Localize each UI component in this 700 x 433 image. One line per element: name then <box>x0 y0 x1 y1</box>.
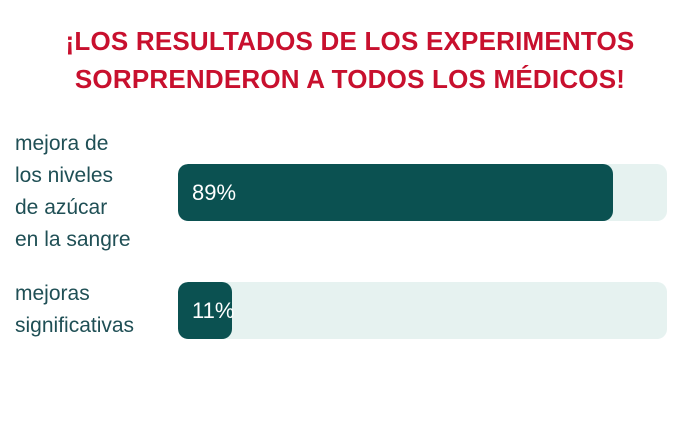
bar-row: mejora de los niveles de azúcar en la sa… <box>15 128 667 256</box>
bar-rows: mejora de los niveles de azúcar en la sa… <box>15 128 667 364</box>
value-label: 11% <box>192 297 235 323</box>
chart-title: ¡LOS RESULTADOS DE LOS EXPERIMENTOS SORP… <box>65 26 635 94</box>
bar <box>178 281 232 339</box>
bar-row: mejoras significativas 11% <box>15 278 667 342</box>
category-label: mejora de los niveles de azúcar en la sa… <box>15 132 131 251</box>
category-label: mejoras significativas <box>15 282 135 337</box>
bar-track: 89% <box>178 163 667 221</box>
bar <box>178 163 614 221</box>
value-label: 89% <box>192 179 237 205</box>
bar-track: 11% <box>178 281 667 339</box>
